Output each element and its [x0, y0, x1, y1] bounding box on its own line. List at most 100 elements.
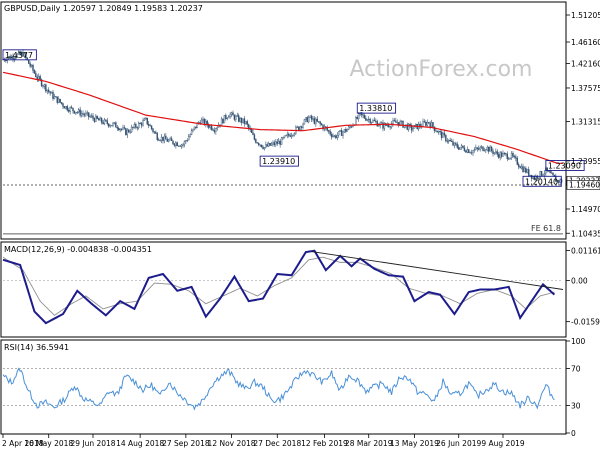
price-candle — [522, 163, 524, 173]
annotation-label: 1.4377 — [5, 51, 33, 60]
price-candle — [519, 165, 521, 169]
price-candle — [262, 145, 264, 150]
price-candle — [149, 123, 151, 127]
candle-body — [140, 122, 143, 126]
macd-panel-title: MACD(12,26,9) -0.004838 -0.004351 — [4, 245, 152, 254]
candle-body — [230, 112, 233, 115]
price-candle — [92, 113, 94, 121]
price-candle — [513, 154, 516, 159]
candle-body — [33, 70, 36, 74]
candle-body — [529, 174, 531, 176]
price-candle — [256, 142, 258, 144]
candle-body — [310, 115, 313, 120]
price-candle — [103, 117, 106, 126]
candle-body — [195, 126, 197, 129]
candle-body — [290, 135, 293, 137]
price-candle — [340, 127, 343, 136]
price-candle — [22, 49, 24, 58]
price-candle — [428, 122, 430, 125]
candle-body — [406, 124, 408, 130]
rsi-y-axis: 100 70 30 0 — [566, 337, 586, 438]
candle-body — [72, 107, 74, 112]
candle-body — [523, 167, 526, 172]
price-candle — [268, 141, 270, 148]
candle-body — [75, 112, 77, 114]
fe-label: FE 61.8 — [531, 224, 561, 233]
price-candle — [48, 87, 50, 94]
candle-body — [333, 135, 336, 137]
candle-body — [342, 131, 344, 136]
candle-body — [245, 121, 247, 124]
price-candle — [179, 144, 181, 147]
candle-body — [538, 177, 540, 179]
price-annotations: 1.4377 1.23910 1.33810 1.23090 1.20140 — [2, 49, 585, 187]
candle-body — [400, 120, 403, 122]
rsi-y-tick: 70 — [566, 365, 581, 374]
candle-body — [509, 157, 511, 160]
price-candle — [540, 171, 543, 177]
candle-body — [100, 117, 103, 123]
price-candle — [76, 110, 78, 115]
candle-body — [422, 121, 424, 127]
price-candle — [116, 124, 118, 131]
candle-body — [79, 109, 81, 116]
candle-body — [486, 146, 488, 150]
candle-body — [106, 120, 108, 124]
price-candle — [296, 125, 298, 129]
candle-body — [300, 126, 303, 128]
price-candle — [339, 129, 341, 132]
price-candle — [452, 138, 454, 147]
candle-body — [552, 172, 554, 176]
candle-body — [83, 114, 86, 116]
candle-body — [142, 120, 144, 126]
price-candle — [303, 118, 306, 125]
rsi-panel: 100 70 30 0 RSI(14) 36.5941 — [0, 337, 586, 438]
candle-body — [413, 125, 416, 129]
candle-body — [449, 139, 451, 142]
candle-body — [8, 56, 10, 59]
macd-trendline — [311, 251, 564, 290]
price-candle — [499, 150, 501, 161]
candle-body — [345, 129, 347, 132]
price-candle — [133, 122, 136, 129]
candle-body — [493, 152, 496, 154]
price-candle — [228, 115, 230, 119]
price-candle — [135, 122, 137, 130]
dotted-level-label: 1.19460 — [569, 180, 600, 189]
candle-body — [96, 115, 98, 119]
candle-body — [390, 123, 393, 128]
candle-body — [445, 134, 447, 142]
price-candle — [469, 151, 471, 154]
price-candle — [165, 133, 167, 140]
x-tick: 12 Nov 2018 — [208, 434, 256, 448]
macd-y-tick: -0.015949 — [566, 318, 600, 327]
candle-body — [499, 152, 501, 158]
candle-body — [440, 131, 443, 138]
price-candle — [96, 115, 98, 120]
candle-body — [472, 150, 474, 154]
price-candle — [108, 123, 110, 128]
x-tick: 26 Jun 2019 — [436, 434, 481, 448]
price-candle — [188, 134, 190, 141]
candle-body — [436, 130, 438, 133]
candle-body — [485, 149, 487, 151]
candle-body — [105, 119, 107, 121]
dotted-level-tag: 1.19460 — [566, 180, 600, 190]
price-candle — [342, 130, 344, 139]
price-candle — [520, 163, 523, 170]
price-candle — [298, 126, 300, 131]
candle-body — [459, 147, 461, 150]
price-candle — [55, 96, 57, 98]
candle-body — [275, 141, 277, 145]
candle-body — [410, 125, 413, 131]
annotation-label: 1.33810 — [359, 104, 392, 113]
candle-body — [25, 53, 27, 58]
tick-label: 27 Sep 2018 — [162, 439, 210, 448]
candle-body — [128, 129, 130, 133]
candle-body — [458, 147, 460, 150]
price-candle — [438, 130, 440, 135]
annotation-label: 1.20140 — [525, 177, 558, 186]
price-candle — [446, 138, 448, 144]
price-candle — [282, 136, 284, 140]
price-candle — [239, 117, 241, 123]
